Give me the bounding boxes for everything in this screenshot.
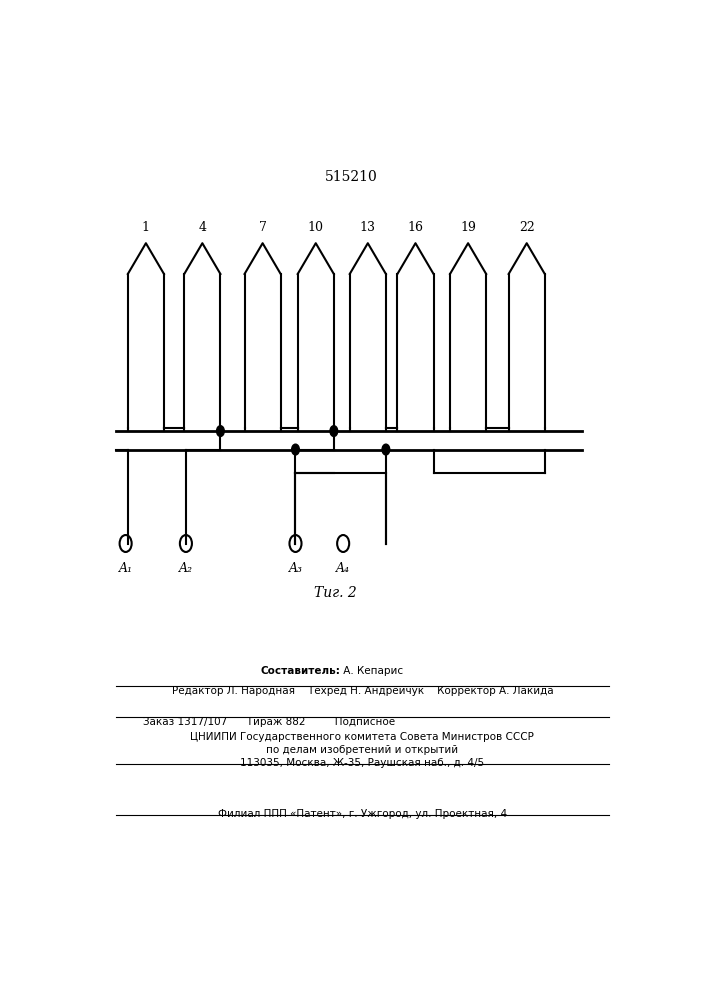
- Text: 19: 19: [460, 221, 476, 234]
- Text: 22: 22: [519, 221, 534, 234]
- Circle shape: [292, 444, 299, 455]
- Text: 515210: 515210: [325, 170, 378, 184]
- Text: Τиг. 2: Τиг. 2: [314, 586, 356, 600]
- Text: 16: 16: [407, 221, 423, 234]
- Circle shape: [216, 426, 224, 436]
- Text: по делам изобретений и открытий: по делам изобретений и открытий: [267, 745, 458, 755]
- Text: 7: 7: [259, 221, 267, 234]
- Text: A₂: A₂: [179, 562, 193, 575]
- Text: Составитель:: Составитель:: [261, 666, 341, 676]
- Text: 10: 10: [308, 221, 324, 234]
- Circle shape: [382, 444, 390, 455]
- Text: A₃: A₃: [288, 562, 303, 575]
- Text: 1: 1: [142, 221, 150, 234]
- Text: Заказ 1317/107      Тираж 882         Подписное: Заказ 1317/107 Тираж 882 Подписное: [144, 717, 395, 727]
- Text: ЦНИИПИ Государственного комитета Совета Министров СССР: ЦНИИПИ Государственного комитета Совета …: [190, 732, 534, 742]
- Text: Филиал ППП «Патент», г. Ужгород, ул. Проектная, 4: Филиал ППП «Патент», г. Ужгород, ул. Про…: [218, 809, 507, 819]
- Text: А. Кепарис: А. Кепарис: [341, 666, 404, 676]
- Text: A₄: A₄: [336, 562, 350, 575]
- Text: 113035, Москва, Ж-35, Раушская наб., д. 4/5: 113035, Москва, Ж-35, Раушская наб., д. …: [240, 758, 484, 768]
- Text: Редактор Л. Народная    Техред Н. Андрейчук    Корректор А. Лакида: Редактор Л. Народная Техред Н. Андрейчук…: [172, 686, 553, 696]
- Circle shape: [330, 426, 338, 436]
- Text: 4: 4: [199, 221, 206, 234]
- Text: A₁: A₁: [119, 562, 133, 575]
- Text: 13: 13: [360, 221, 376, 234]
